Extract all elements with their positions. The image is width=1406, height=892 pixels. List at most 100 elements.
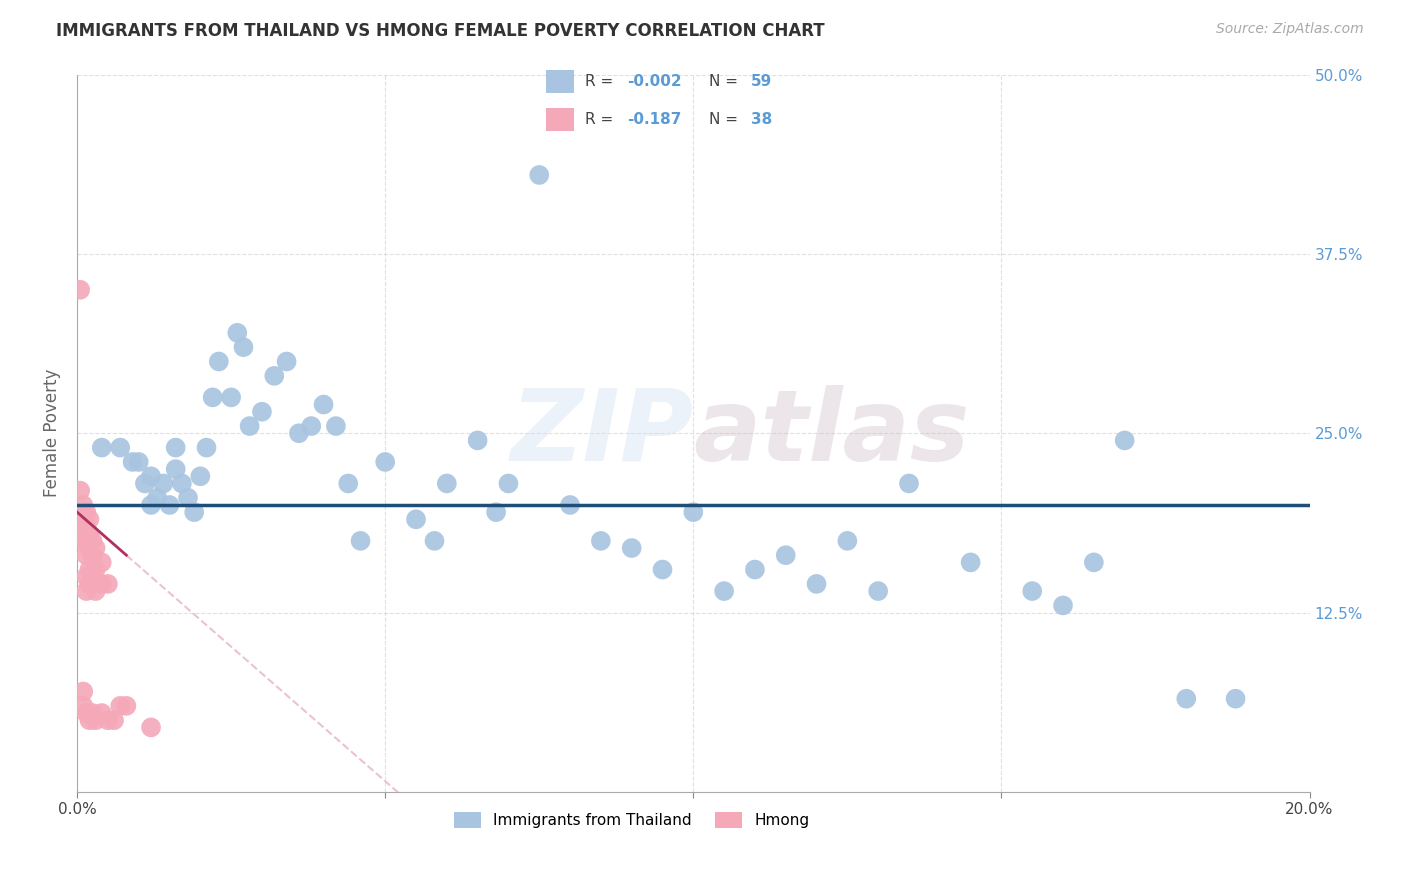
Text: R =: R =	[585, 112, 623, 127]
Point	[139, 469, 162, 483]
Point	[165, 462, 187, 476]
Point	[146, 491, 169, 505]
Point	[139, 498, 162, 512]
Point	[201, 390, 224, 404]
Point	[134, 476, 156, 491]
Point	[110, 698, 132, 713]
FancyBboxPatch shape	[546, 108, 574, 130]
Point	[152, 476, 174, 491]
Point	[84, 541, 107, 555]
Point	[170, 476, 193, 491]
Point	[299, 419, 322, 434]
Point	[405, 512, 427, 526]
Point	[898, 476, 921, 491]
Point	[75, 533, 97, 548]
Point	[806, 577, 828, 591]
Point	[79, 512, 101, 526]
Point	[620, 541, 643, 555]
Point	[165, 441, 187, 455]
Point	[436, 476, 458, 491]
Point	[69, 483, 91, 498]
Text: N =: N =	[709, 112, 742, 127]
Point	[529, 168, 551, 182]
Point	[232, 340, 254, 354]
Point	[1175, 691, 1198, 706]
Point	[349, 533, 371, 548]
Text: N =: N =	[709, 74, 742, 89]
Point	[651, 563, 673, 577]
Point	[103, 713, 125, 727]
Point	[288, 426, 311, 441]
Point	[868, 584, 890, 599]
Point	[263, 368, 285, 383]
Point	[121, 455, 143, 469]
Point	[115, 698, 138, 713]
Point	[75, 519, 97, 533]
Point	[75, 548, 97, 562]
Point	[72, 684, 94, 698]
Point	[72, 533, 94, 548]
Point	[97, 713, 120, 727]
Text: 38: 38	[751, 112, 772, 127]
Legend: Immigrants from Thailand, Hmong: Immigrants from Thailand, Hmong	[447, 806, 815, 835]
Point	[139, 720, 162, 734]
Point	[337, 476, 360, 491]
Point	[188, 469, 211, 483]
Point	[485, 505, 508, 519]
Point	[75, 706, 97, 720]
Y-axis label: Female Poverty: Female Poverty	[44, 369, 60, 498]
Point	[250, 405, 273, 419]
Point	[82, 533, 104, 548]
Point	[744, 563, 766, 577]
Point	[75, 584, 97, 599]
Point	[239, 419, 262, 434]
Point	[72, 498, 94, 512]
Text: ZIP: ZIP	[510, 384, 693, 482]
Point	[90, 555, 112, 569]
Point	[423, 533, 446, 548]
Point	[775, 548, 797, 562]
Point	[195, 441, 218, 455]
Point	[1225, 691, 1247, 706]
Point	[75, 505, 97, 519]
Point	[82, 706, 104, 720]
Point	[72, 519, 94, 533]
Point	[682, 505, 704, 519]
Point	[219, 390, 242, 404]
Point	[75, 570, 97, 584]
Point	[312, 398, 335, 412]
Text: -0.002: -0.002	[627, 74, 682, 89]
Point	[177, 491, 200, 505]
Point	[72, 505, 94, 519]
Point	[325, 419, 347, 434]
Point	[82, 548, 104, 562]
Point	[558, 498, 581, 512]
Point	[159, 498, 181, 512]
Text: 59: 59	[751, 74, 772, 89]
Point	[208, 354, 231, 368]
Point	[374, 455, 396, 469]
Point	[84, 584, 107, 599]
Text: -0.187: -0.187	[627, 112, 682, 127]
Point	[90, 441, 112, 455]
Point	[90, 577, 112, 591]
Point	[79, 541, 101, 555]
Point	[97, 577, 120, 591]
Point	[1083, 555, 1105, 569]
Point	[82, 570, 104, 584]
Point	[183, 505, 205, 519]
Text: atlas: atlas	[693, 384, 970, 482]
Point	[72, 698, 94, 713]
Text: IMMIGRANTS FROM THAILAND VS HMONG FEMALE POVERTY CORRELATION CHART: IMMIGRANTS FROM THAILAND VS HMONG FEMALE…	[56, 22, 825, 40]
Point	[467, 434, 489, 448]
Text: R =: R =	[585, 74, 619, 89]
Point	[79, 713, 101, 727]
Point	[226, 326, 249, 340]
Point	[128, 455, 150, 469]
Point	[276, 354, 298, 368]
Point	[498, 476, 520, 491]
Point	[84, 713, 107, 727]
Point	[1114, 434, 1136, 448]
Point	[69, 283, 91, 297]
Point	[79, 563, 101, 577]
